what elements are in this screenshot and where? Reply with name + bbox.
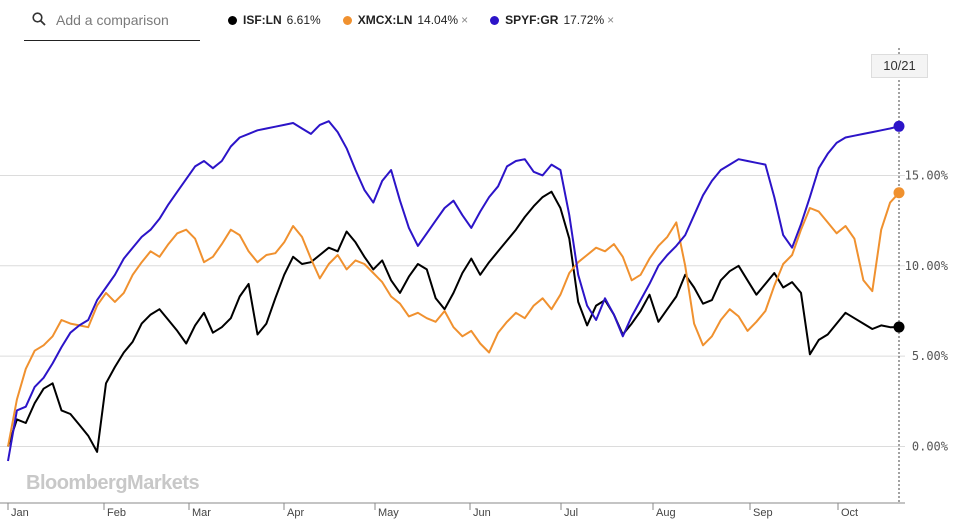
legend-value: 14.04% [417,13,459,27]
x-tick-label: Jan [11,507,29,519]
legend-item[interactable]: ISF:LN 6.61% [228,13,321,27]
series-line [7,192,900,447]
x-tick-label: Jul [564,507,578,519]
legend-dot-icon [342,15,352,25]
x-tick-label: Sep [753,507,773,519]
legend-item[interactable]: SPYF:GR 17.72% × [490,13,614,27]
y-tick-label: 5.00% [912,349,949,363]
x-tick-label: Oct [841,507,858,519]
search-icon [32,12,46,31]
y-tick-label: 10.00% [905,259,949,273]
comparison-search[interactable]: Add a comparison [24,0,200,41]
legend-ticker: XMCX:LN [357,13,413,27]
series-endpoint [893,120,905,132]
top-bar: Add a comparison ISF:LN 6.61% XMCX:LN 14.04… [0,0,960,42]
series-endpoint [893,187,905,199]
legend-item[interactable]: XMCX:LN 14.04% × [342,13,469,27]
x-tick-label: Apr [287,507,304,519]
x-tick-label: Jun [473,507,491,519]
legend-ticker: ISF:LN [243,13,282,27]
x-tick-label: Mar [192,507,211,519]
legend-value: 17.72% [563,13,605,27]
legend-ticker: SPYF:GR [505,13,559,27]
series-line [7,120,900,462]
search-input[interactable]: Add a comparison [56,12,169,28]
y-tick-label: 15.00% [905,168,949,182]
legend-dot-icon [228,15,237,25]
x-tick-label: May [378,507,399,519]
series-line [7,190,900,453]
series-endpoint [893,321,905,333]
crosshair-date-label: 10/21 [871,54,928,78]
legend-value: 6.61% [286,13,321,27]
remove-comparison-icon[interactable]: × [607,13,615,27]
remove-comparison-icon[interactable]: × [461,13,469,27]
y-tick-label: 0.00% [912,440,949,454]
x-tick-label: Feb [107,507,126,519]
legend: ISF:LN 6.61% XMCX:LN 14.04% × SPYF:GR 17.72% × [228,13,614,27]
x-tick-label: Aug [656,507,676,519]
legend-dot-icon [490,15,500,25]
watermark: BloombergMarkets [26,472,200,494]
